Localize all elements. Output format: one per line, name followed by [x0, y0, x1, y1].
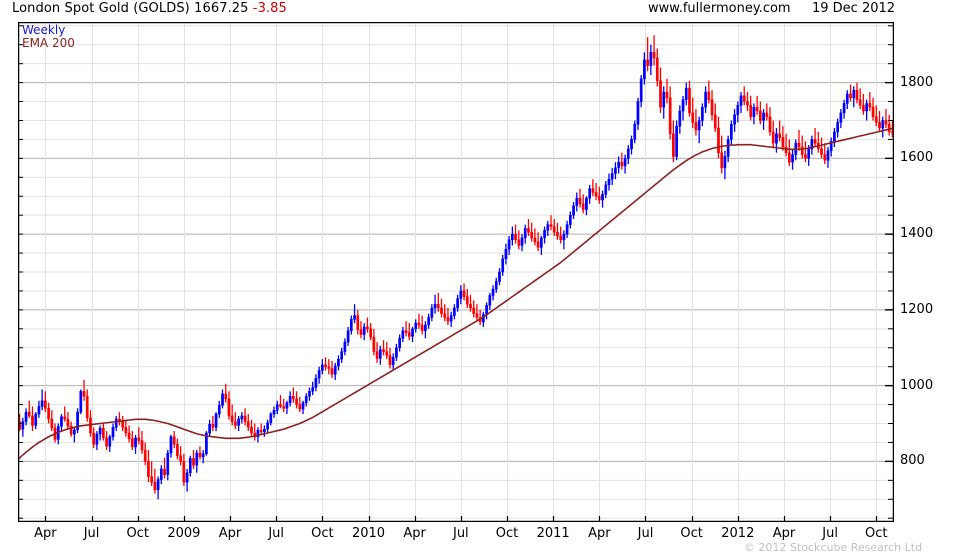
x-axis-tick-label: Apr [588, 526, 611, 541]
price-change: -3.85 [252, 1, 287, 16]
x-axis-tick-label: Jul [452, 526, 469, 541]
instrument-title: London Spot Gold (GOLDS) 1667.25 -3.85 [12, 1, 287, 16]
x-axis-tick-label: Jul [268, 526, 285, 541]
y-axis-tick-label: 1200 [900, 301, 934, 317]
x-axis-tick-label: Oct [311, 526, 334, 541]
ema200-line [18, 127, 893, 461]
x-axis-tick-label: Oct [865, 526, 888, 541]
x-axis-tick-label: Apr [34, 526, 57, 541]
x-axis-tick-label: Oct [680, 526, 703, 541]
x-axis-tick-label: Apr [772, 526, 796, 541]
website-label[interactable]: www.fullermoney.com [648, 1, 791, 16]
chart-plot-area: Weekly EMA 200 [18, 22, 894, 522]
x-axis-tick-label: 2012 [721, 526, 755, 541]
x-axis-tick-label: Oct [495, 526, 519, 541]
copyright-notice: © 2012 Stockcube Research Ltd [744, 541, 923, 554]
candlestick-svg [18, 22, 894, 522]
x-axis-tick-label: Jul [83, 526, 100, 541]
axis-ticks [18, 25, 893, 521]
x-axis-tick-label: 2011 [536, 526, 570, 541]
candlestick-series [18, 35, 894, 500]
y-axis-tick-label: 1000 [900, 377, 934, 393]
chart-header: London Spot Gold (GOLDS) 1667.25 -3.85 w… [0, 0, 980, 20]
x-axis-tick-label: Oct [126, 526, 149, 541]
chart-date: 19 Dec 2012 [812, 1, 896, 16]
x-axis-tick-label: Jul [822, 526, 838, 541]
y-axis-tick-label: 800 [900, 453, 925, 469]
x-axis-tick-label: Apr [218, 526, 242, 541]
x-axis-tick-label: Jul [637, 526, 654, 541]
x-axis-tick-label: 2009 [167, 526, 201, 541]
y-axis-tick-label: 1600 [900, 150, 934, 166]
y-axis-tick-label: 1800 [900, 74, 934, 90]
x-axis-tick-label: 2010 [351, 526, 386, 541]
x-axis-tick-label: Apr [403, 526, 426, 541]
y-axis-tick-label: 1400 [900, 226, 934, 242]
instrument-title-text: London Spot Gold (GOLDS) 1667.25 [12, 1, 249, 16]
